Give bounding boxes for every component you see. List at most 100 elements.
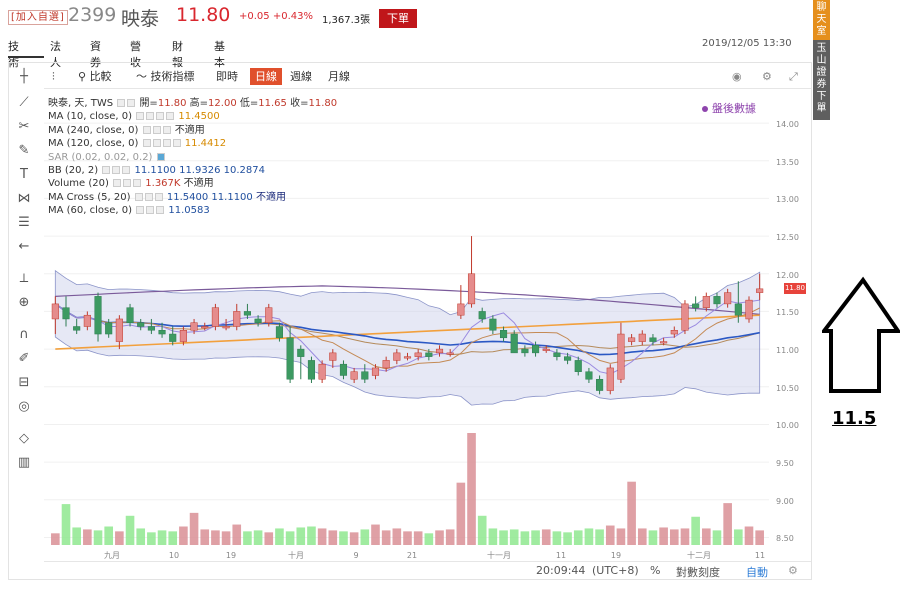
monthly-button[interactable]: 月線 <box>328 70 350 83</box>
high-value: 12.00 <box>208 98 237 109</box>
compare-button[interactable]: ⚲ 比較 <box>78 68 112 85</box>
date-tick: 19 <box>226 551 236 560</box>
volume-bar <box>403 531 412 545</box>
candle <box>649 334 657 346</box>
volume-bar <box>392 528 402 545</box>
compare-label: 比較 <box>89 70 112 83</box>
candle <box>329 349 337 368</box>
fullscreen-icon[interactable]: ⤢ <box>789 70 798 83</box>
candle <box>73 318 81 335</box>
settings-icon[interactable]: ⚙ <box>788 564 798 577</box>
volume-bar <box>93 530 103 545</box>
camera-icon[interactable]: ◉ <box>732 70 742 83</box>
chat-room-button[interactable]: 聊天室 <box>813 0 830 40</box>
order-button[interactable]: 下單 <box>379 9 417 28</box>
gear-icon[interactable]: ⚙ <box>762 70 772 83</box>
indicators-button[interactable]: 〜 技術指標 <box>136 68 195 85</box>
legend-title-row: 映泰, 天, TWS 開=11.80 高=12.00 低=11.65 收=11.… <box>48 98 338 109</box>
candle-body <box>510 333 518 354</box>
legend-row[interactable]: MA (60, close, 0) 11.0583 <box>48 205 210 217</box>
price-tick: 11.00 <box>776 346 799 356</box>
candle <box>478 307 486 323</box>
candle-body <box>670 330 678 335</box>
candle-body <box>521 348 529 354</box>
ruler-icon[interactable]: ⟂ <box>19 271 29 286</box>
ma-240-line <box>55 285 760 315</box>
candle-body <box>692 303 700 308</box>
log-scale-button[interactable]: 對數刻度 <box>676 566 720 579</box>
candle-body <box>702 296 710 308</box>
candle-body <box>457 303 465 316</box>
date-tick: 十月 <box>288 550 304 560</box>
legend-row[interactable]: MA Cross (5, 20) 11.5400 11.1100 不適用 <box>48 191 286 203</box>
volume-bar <box>221 531 231 545</box>
intraday-button[interactable]: 即時 <box>216 70 238 83</box>
candle <box>499 326 508 342</box>
low-value: 11.65 <box>258 98 287 109</box>
candle-style-icon[interactable]: ⫶ <box>52 70 55 83</box>
fib-levels-icon[interactable]: ☰ <box>18 215 30 230</box>
candle-body <box>73 326 81 331</box>
price-change: +0.05 +0.43% <box>239 11 313 22</box>
legend-row[interactable]: MA (240, close, 0) 不適用 <box>48 124 205 136</box>
candle <box>414 349 422 361</box>
zoom-in-icon[interactable]: ⊕ <box>18 295 30 310</box>
candle-body <box>62 307 70 320</box>
candle-body <box>617 333 625 380</box>
weekly-button[interactable]: 週線 <box>290 70 312 83</box>
volume-bar <box>211 530 220 545</box>
volume-bar <box>200 529 210 545</box>
back-arrow-icon[interactable]: ← <box>18 239 30 254</box>
lock-icon[interactable]: ⊟ <box>18 375 30 390</box>
auto-scale-button[interactable]: 自動 <box>746 566 768 579</box>
pattern-icon[interactable]: ⋈ <box>17 191 31 206</box>
volume-bar <box>435 530 444 545</box>
indicator-icon: 〜 <box>136 70 147 83</box>
fib-tool-icon[interactable]: ✂ <box>18 119 30 134</box>
volume-bar <box>381 530 391 545</box>
candle <box>681 300 689 335</box>
legend-row[interactable]: SAR (0.02, 0.02, 0.2) <box>48 151 337 164</box>
eye-icon[interactable]: ◎ <box>18 399 30 414</box>
trend-line-icon[interactable]: ⟋ <box>19 95 29 110</box>
lock-pencil-icon[interactable]: ✐ <box>18 351 30 366</box>
legend-row[interactable]: MA (120, close, 0) 11.4412 <box>48 138 227 150</box>
volume-bar <box>157 530 167 545</box>
date-tick: 19 <box>611 551 621 560</box>
candle <box>670 326 678 338</box>
candle-body <box>222 326 230 329</box>
trash-icon[interactable]: ▥ <box>17 455 31 470</box>
after-hours-data[interactable]: 盤後數據 <box>702 100 756 116</box>
daily-button[interactable]: 日線 <box>250 68 282 85</box>
legend-row[interactable]: MA (10, close, 0) 11.4500 <box>48 111 220 123</box>
volume-bar <box>317 528 327 545</box>
close-value: 11.80 <box>308 98 338 109</box>
yushan-order-button[interactable]: 玉山證券下單 <box>813 40 830 120</box>
price-tick: 12.00 <box>776 270 799 280</box>
candle-body <box>660 341 668 344</box>
chart-statusbar: 20:09:44 (UTC+8) % 對數刻度 自動 ⚙ <box>44 561 811 579</box>
volume-bar <box>680 528 690 545</box>
text-tool-icon[interactable]: T <box>20 167 28 182</box>
candle <box>745 296 753 323</box>
candle-body <box>382 360 390 369</box>
legend-row[interactable]: Volume (20) 1.367K 不適用 <box>48 178 214 190</box>
candle-body <box>553 352 561 357</box>
candle <box>585 367 593 384</box>
candle-body <box>734 303 742 316</box>
legend-row[interactable]: BB (20, 2) 11.1100 11.9326 10.2874 <box>48 164 265 176</box>
crosshair-icon[interactable]: ┼ <box>20 69 28 84</box>
percent-scale-button[interactable]: % <box>650 564 661 577</box>
layers-icon[interactable]: ◇ <box>19 431 29 446</box>
price-chart[interactable]: 九月 10 19 十月 9 21 十一月 11 19 十二月 11 <box>44 90 814 560</box>
candle <box>318 360 326 384</box>
candle <box>83 311 91 331</box>
price-tick: 8.50 <box>776 534 794 544</box>
magnet-icon[interactable]: ∩ <box>19 327 29 342</box>
add-watchlist-button[interactable]: [加入自選] <box>8 10 68 25</box>
volume-bar <box>541 529 551 545</box>
candle <box>179 326 187 346</box>
volume-bar <box>72 527 81 545</box>
after-hours-dot <box>702 106 708 112</box>
brush-icon[interactable]: ✎ <box>18 143 30 158</box>
